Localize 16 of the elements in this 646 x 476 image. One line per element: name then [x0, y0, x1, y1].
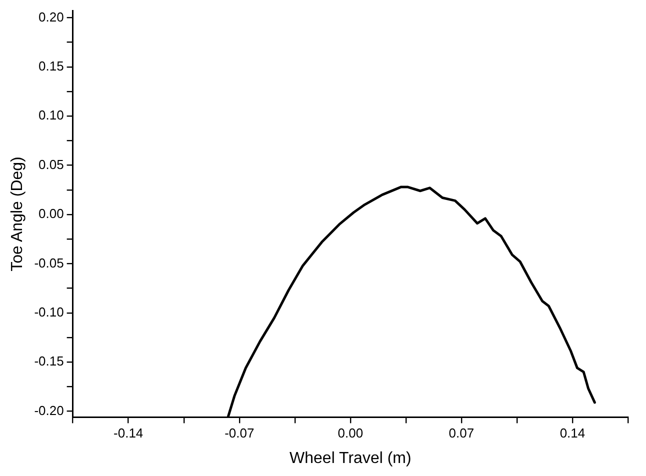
y-tick-label: -0.20	[34, 402, 64, 418]
y-tick-label: -0.10	[34, 304, 64, 320]
y-tick-label: 0.00	[38, 206, 64, 222]
x-tick-label: 0.07	[448, 426, 474, 441]
x-axis-title: Wheel Travel (m)	[290, 450, 412, 467]
y-tick-label: -0.05	[34, 255, 64, 270]
y-tick-label: 0.05	[38, 156, 64, 172]
y-tick-label: -0.15	[34, 354, 64, 369]
y-tick-label: 0.15	[38, 58, 64, 74]
y-tick-label: 0.20	[38, 9, 64, 24]
x-tick-label: 0.14	[560, 426, 586, 441]
y-axis-title: Toe Angle (Deg)	[9, 156, 26, 272]
y-tick-label: 0.10	[38, 108, 64, 123]
x-tick-label: -0.07	[224, 426, 254, 441]
text: -0.14	[114, 426, 144, 441]
x-tick-label: 0.00	[338, 426, 364, 441]
